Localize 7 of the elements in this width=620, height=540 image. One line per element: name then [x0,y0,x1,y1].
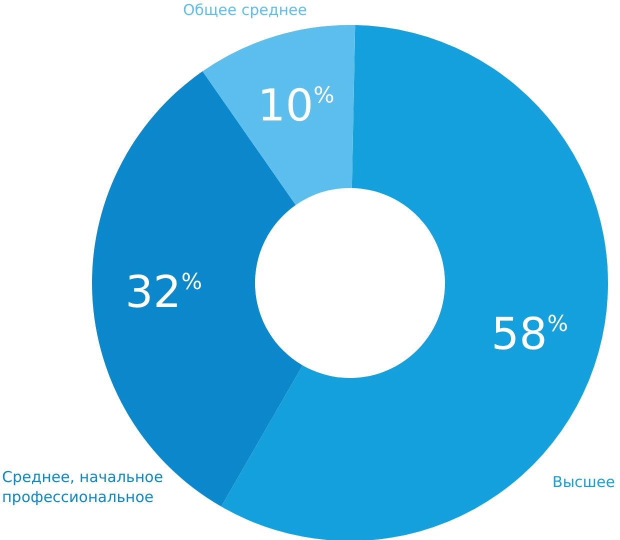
data-label: 10$^{%}$ [257,80,334,132]
donut-slice [202,25,356,206]
data-label: 32$^{%}$ [125,266,202,318]
slice-label: Среднее, начальное профессиональное [2,468,164,506]
slice-label: Высшее [552,473,615,491]
slice-label: Общее среднее [182,1,308,19]
data-label: 58$^{%}$ [491,308,568,360]
